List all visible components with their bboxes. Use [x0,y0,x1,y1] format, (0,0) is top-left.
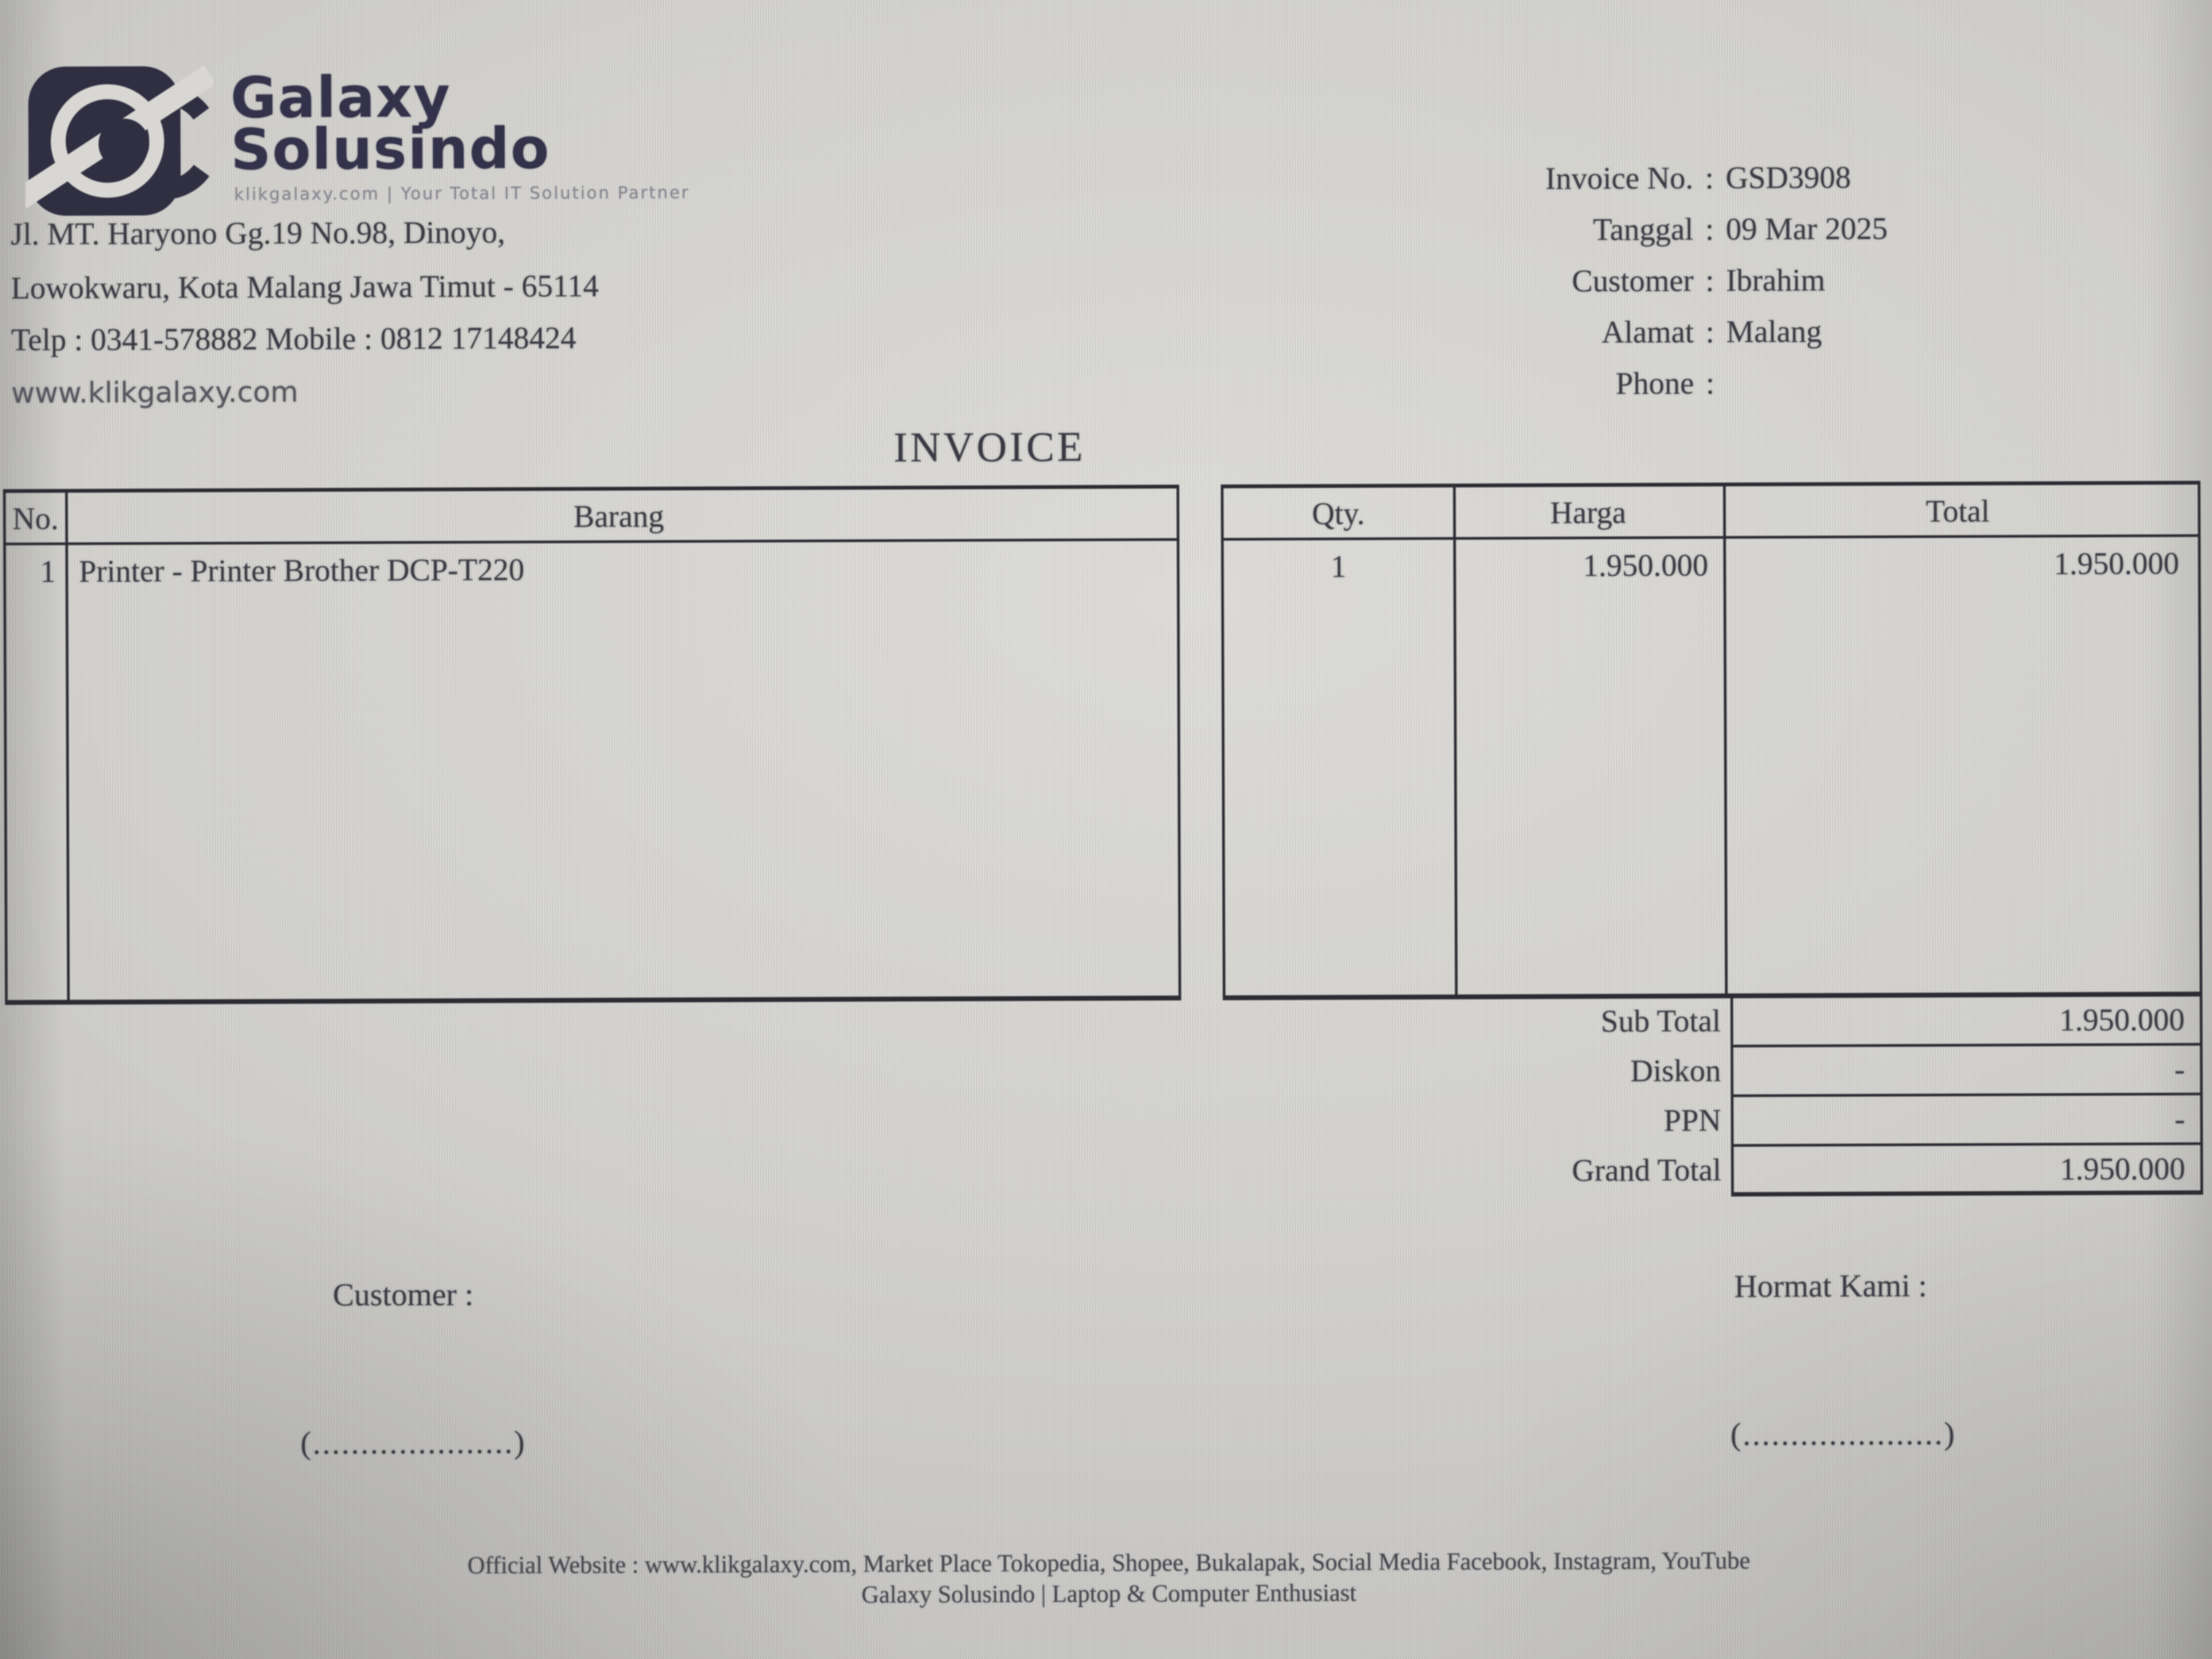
invoice-number-label: Invoice No. [1545,160,1694,196]
column-header-qty: Qty. [1312,496,1365,531]
subtotal-box: 1.950.000 [1730,993,2203,1048]
footer-line2: Galaxy Solusindo | Laptop & Computer Ent… [861,1579,1357,1608]
grand-total-box: 1.950.000 [1731,1142,2203,1197]
colon: : [1705,314,1715,349]
colon: : [1705,365,1715,401]
company-website: www.klikgalaxy.com [11,375,299,410]
colon: : [1705,160,1714,195]
invoice-date-value: 09 Mar 2025 [1725,211,1888,247]
column-header-harga: Harga [1550,495,1627,530]
item-row-qty: 1 [1331,549,1347,584]
diskon-label: Diskon [1630,1053,1721,1089]
customer-signature-label: Customer : [333,1276,474,1313]
column-header-total: Total [1925,493,1990,529]
diskon-row: Diskon - [1243,1043,2210,1099]
colon: : [1705,262,1715,298]
company-address-line2: Lowokwaru, Kota Malang Jawa Timut - 6511… [11,268,599,306]
company-signature-label: Hormat Kami : [1734,1267,1927,1304]
alamat-label: Alamat [1601,314,1694,350]
diskon-value: - [2174,1051,2185,1087]
customer-row: Customer : Ibrahim [1380,261,1888,315]
item-row-name: Printer - Printer Brother DCP-T220 [79,552,525,589]
phone-label: Phone [1615,365,1694,401]
customer-value: Ibrahim [1725,262,1825,298]
column-header-barang: Barang [573,498,664,534]
alamat-row: Alamat : Malang [1380,313,1888,366]
column-header-no: No. [12,501,59,536]
company-tagline: klikgalaxy.com | Your Total IT Solution … [234,183,690,205]
invoice-meta-block: Invoice No. : GSD3908 Tanggal : 09 Mar 2… [1380,159,1888,417]
no-column-divider [65,493,70,1000]
colon: : [1705,211,1714,247]
grand-total-label: Grand Total [1572,1152,1722,1188]
invoice-date-label: Tanggal [1593,211,1694,247]
company-logo-icon [25,65,214,219]
company-signature-line: (.....................) [1730,1415,1957,1452]
footer-line1: Official Website : www.klikgalaxy.com, M… [467,1547,1750,1579]
invoice-date-row: Tanggal : 09 Mar 2025 [1380,210,1888,264]
ppn-label: PPN [1663,1102,1722,1138]
ppn-row: PPN - [1243,1092,2210,1149]
company-name-line2: Solusindo [230,115,550,183]
company-name: Galaxy Solusindo [230,64,550,183]
phone-row: Phone : [1381,364,1889,417]
subtotal-row: Sub Total 1.950.000 [1243,993,2209,1049]
customer-signature-line: (.....................) [300,1424,527,1461]
header-divider [1223,534,2198,541]
header-divider [5,538,1177,545]
item-row-no: 1 [40,554,56,589]
page-title: INVOICE [893,423,1086,471]
items-table-left-box: No. Barang 1 Printer - Printer Brother D… [3,484,1182,1005]
alamat-value: Malang [1726,313,1822,349]
invoice-number-value: GSD3908 [1725,159,1851,195]
subtotal-value: 1.950.000 [2059,1002,2185,1038]
invoice-number-row: Invoice No. : GSD3908 [1380,159,1887,212]
ppn-box: - [1730,1092,2203,1147]
diskon-box: - [1730,1043,2203,1097]
company-address-line1: Jl. MT. Haryono Gg.19 No.98, Dinoyo, [10,214,505,252]
items-table-right-box: Qty. Harga Total 1 1.950.000 1.950.000 [1220,481,2203,1001]
ppn-value: - [2174,1101,2186,1137]
item-row-total: 1.950.000 [2053,545,2180,582]
subtotal-label: Sub Total [1601,1003,1721,1039]
customer-label: Customer [1572,262,1694,299]
grand-total-value: 1.950.000 [2060,1151,2186,1187]
company-phone-line: Telp : 0341-578882 Mobile : 0812 1714842… [11,320,576,358]
grand-total-row: Grand Total 1.950.000 [1243,1142,2210,1198]
item-row-harga: 1.950.000 [1583,547,1709,583]
